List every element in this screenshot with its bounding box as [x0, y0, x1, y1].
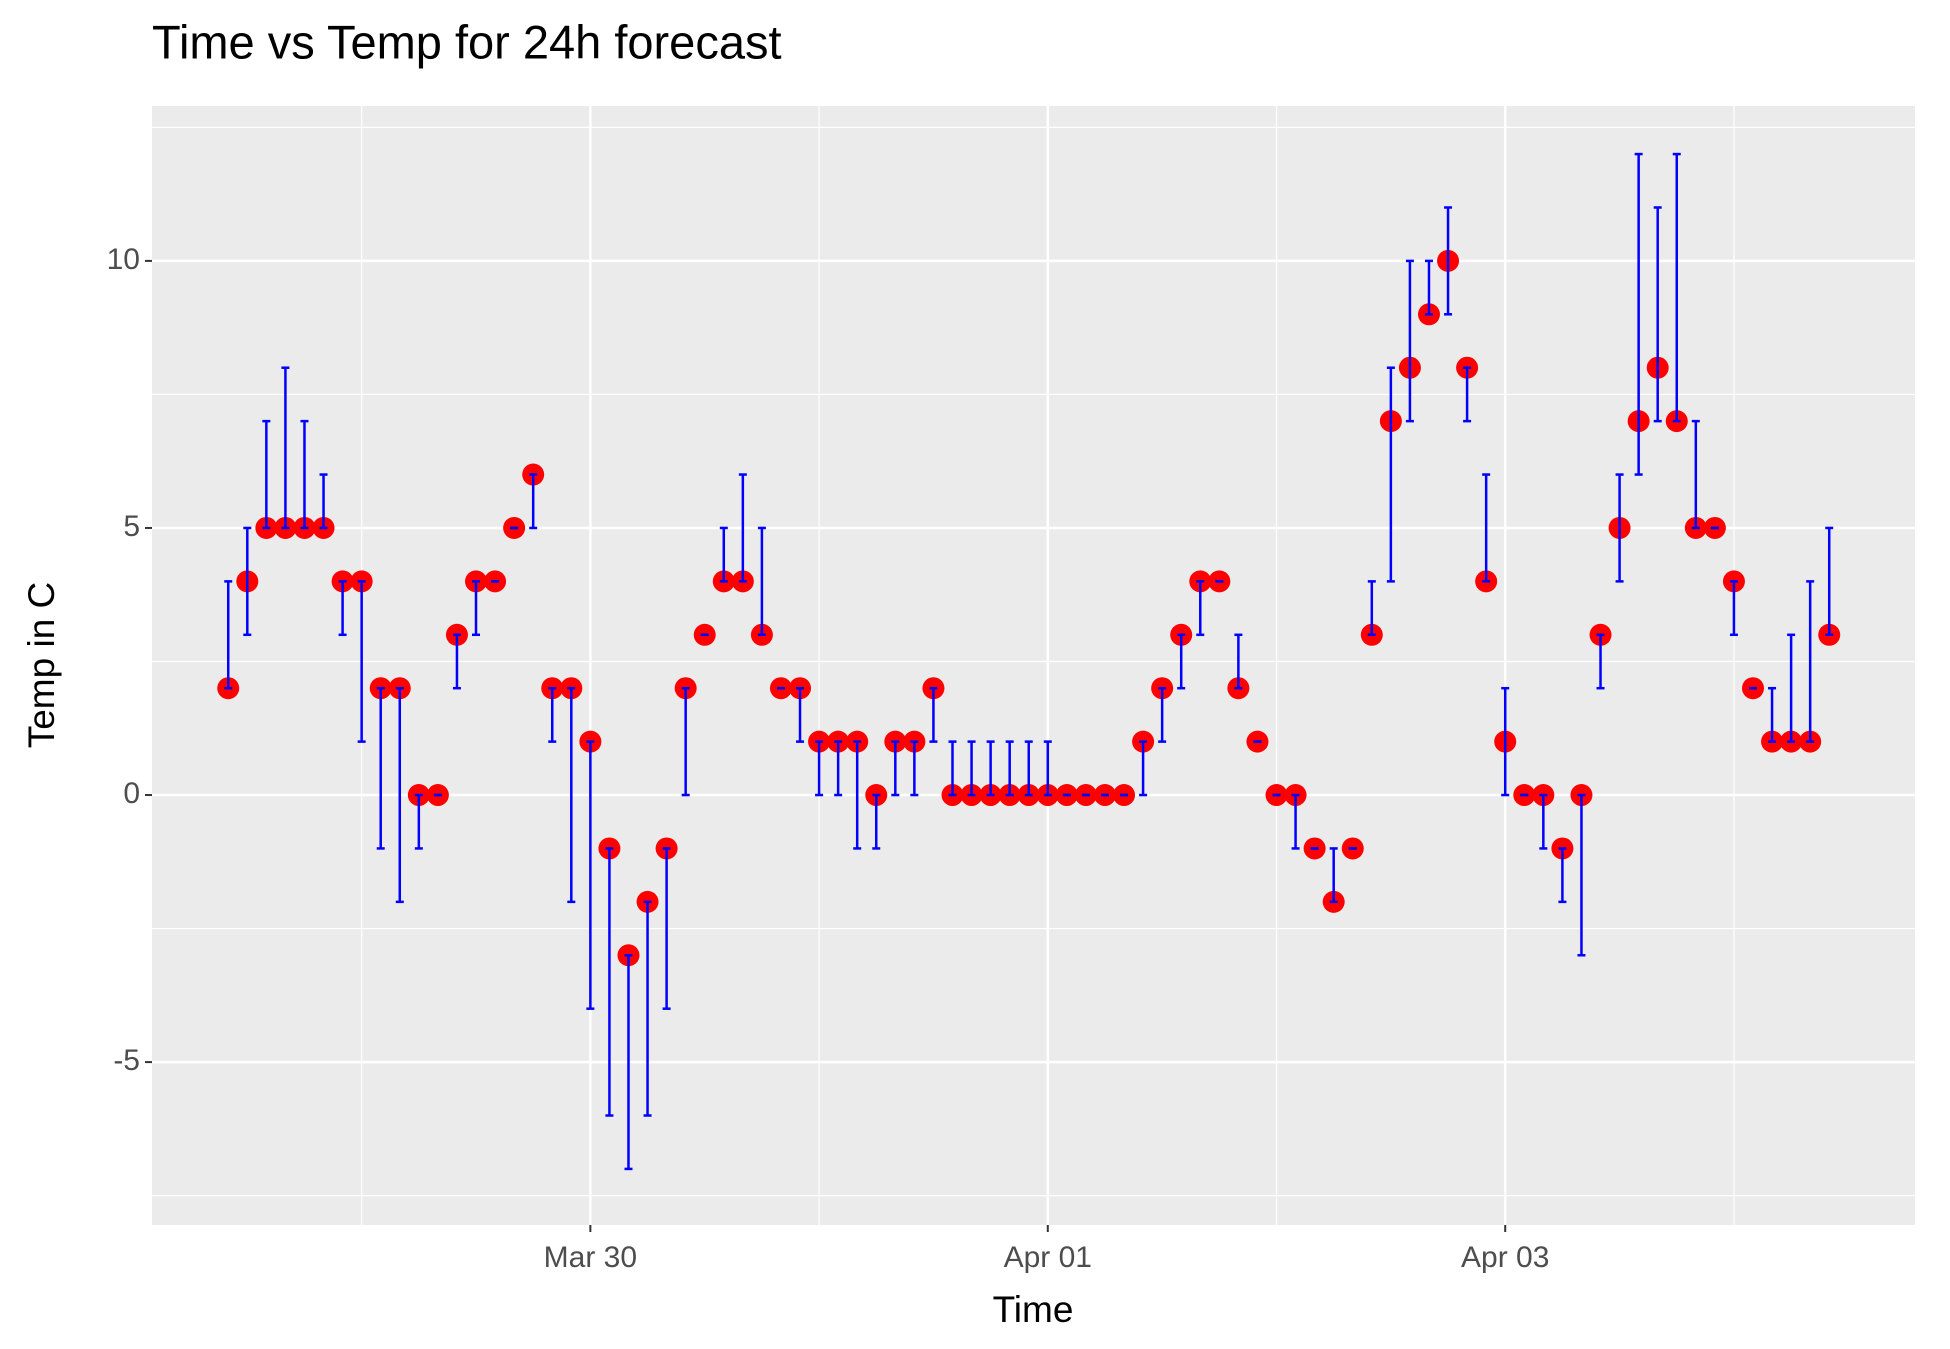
y-tick-label: 0: [123, 777, 140, 810]
y-tick-label: 5: [123, 510, 140, 543]
x-tick-label: Apr 01: [1004, 1241, 1092, 1274]
y-tick-label: -5: [113, 1044, 140, 1077]
y-tick-label: 10: [107, 243, 140, 276]
x-axis-title: Time: [993, 1289, 1074, 1330]
x-tick-label: Mar 30: [544, 1241, 637, 1274]
x-tick-label: Apr 03: [1461, 1241, 1549, 1274]
chart-title: Time vs Temp for 24h forecast: [152, 15, 782, 68]
plot-panel: [152, 106, 1915, 1225]
y-axis-title: Temp in C: [21, 582, 62, 749]
